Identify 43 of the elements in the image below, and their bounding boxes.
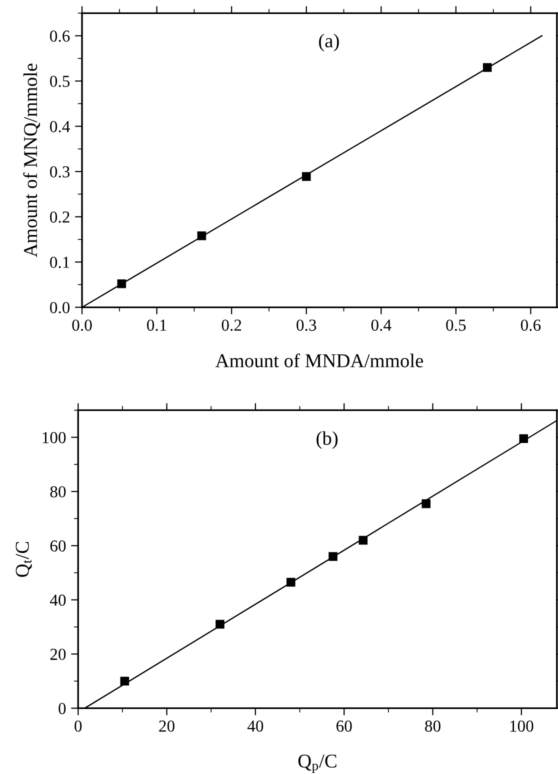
- y-tick-label: 0.3: [50, 166, 70, 178]
- point: [302, 172, 311, 181]
- y-tick-label: 0.5: [50, 76, 70, 88]
- y-tick-label: 0.1: [50, 256, 70, 268]
- y-tick-label: 80: [50, 486, 66, 498]
- x-tick-label: 0.0: [72, 320, 92, 331]
- point: [422, 499, 431, 508]
- y-tick-label: 20: [50, 648, 66, 660]
- x-tick-label: 0.6: [520, 320, 541, 331]
- y-tick-label: 0.6: [50, 30, 70, 42]
- x-tick-label: 0.4: [371, 320, 392, 331]
- x-tick-label: 0.1: [147, 320, 166, 331]
- x-tick-label: 40: [247, 720, 264, 732]
- y-tick-label: 0: [58, 702, 66, 714]
- x-tick-label: 0.5: [446, 320, 466, 331]
- x-tick-label: 100: [510, 720, 534, 732]
- y-tick-label: 0.4: [50, 120, 70, 132]
- point: [120, 676, 130, 686]
- x-tick-label: 80: [425, 720, 440, 732]
- annotation: (a): [319, 34, 339, 52]
- point: [519, 434, 528, 444]
- x-tick-label: 0.3: [296, 320, 316, 331]
- y-tick-label: 0.2: [50, 211, 70, 223]
- x-axis-title: Q$_{p}$/C: [298, 754, 336, 774]
- point: [197, 231, 206, 240]
- x-tick-label: 60: [336, 720, 352, 732]
- x-tick-label: 0.2: [222, 320, 242, 331]
- x-tick-label: 0: [74, 720, 82, 732]
- annotation: (b): [316, 431, 338, 449]
- x-tick-label: 20: [159, 720, 174, 732]
- y-tick-label: 0.0: [50, 302, 70, 314]
- y-tick-label: 100: [42, 432, 66, 444]
- y-tick-label: 60: [50, 540, 66, 552]
- point: [286, 578, 296, 587]
- point: [216, 620, 224, 629]
- point: [328, 552, 338, 561]
- y-tick-label: 40: [50, 594, 66, 606]
- y-axis-title: Q$_{t}$/C: [16, 542, 32, 577]
- x-axis-title: Amount of MNDA/mmole: [215, 353, 424, 368]
- y-axis-title: Amount of MNQ/mmole: [23, 64, 40, 258]
- point: [117, 279, 126, 288]
- point: [358, 536, 368, 545]
- point: [482, 63, 492, 72]
